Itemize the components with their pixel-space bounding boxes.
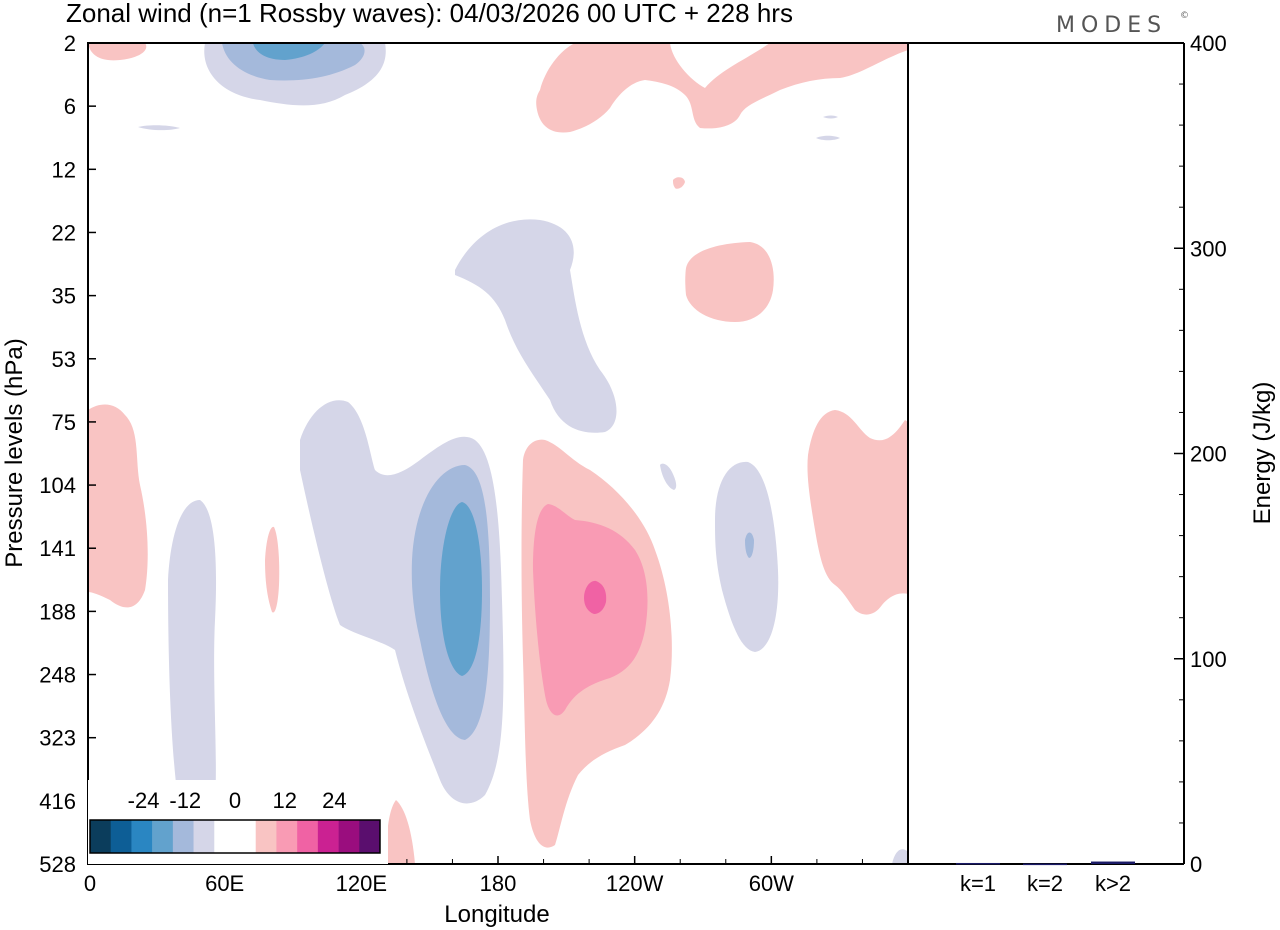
contour-pos-top-left xyxy=(88,43,147,61)
x-tick-label: 180 xyxy=(480,871,517,896)
contour-neg-right-column xyxy=(715,461,779,652)
energy-y-axis: 0 100 200 300 400 xyxy=(1174,31,1227,877)
energy-axis-label: Energy (J/kg) xyxy=(1249,382,1276,525)
colorbar-swatch xyxy=(235,820,257,853)
contour-pos-left-sliver xyxy=(265,526,280,613)
energy-bars xyxy=(956,861,1135,866)
y-tick-label: 75 xyxy=(52,410,76,435)
colorbar-swatch xyxy=(193,820,215,853)
y-tick-label: 53 xyxy=(52,347,76,372)
colorbar-swatch xyxy=(131,820,153,853)
colorbar-swatch xyxy=(110,820,132,853)
contour-neg-tiny-1 xyxy=(660,463,677,490)
y-tick-label: 141 xyxy=(39,536,76,561)
y-tick-label: 22 xyxy=(52,220,76,245)
contour-plot: 2 6 12 22 35 53 75 104 141 188 248 323 416 528 0 60E 12… xyxy=(1,31,909,928)
x-tick-label: 60W xyxy=(749,871,794,896)
contour-pos-right-upper xyxy=(685,242,774,322)
y-axis: 2 6 12 22 35 53 75 104 141 188 248 323 416 528 xyxy=(39,31,96,877)
contour-pos-bottom xyxy=(386,800,415,864)
y-tick-label: 188 xyxy=(39,599,76,624)
colorbar-label: 12 xyxy=(272,788,296,813)
brand-logo: MODES xyxy=(1056,13,1167,38)
colorbar: -24 -12 0 12 24 xyxy=(88,780,388,864)
contour-neg2-right-dot xyxy=(745,532,754,558)
x-tick-label: 120W xyxy=(606,871,664,896)
contour-neg-corner-br xyxy=(892,849,908,864)
colorbar-labels: -24 -12 0 12 24 xyxy=(128,788,347,813)
y-tick-label: 12 xyxy=(52,157,76,182)
colorbar-swatch xyxy=(152,820,174,853)
contour-pos-top-center xyxy=(536,43,908,133)
energy-bar xyxy=(1023,863,1067,866)
colorbar-swatch xyxy=(317,820,339,853)
x-axis: 0 60E 120E 180 120W 60W xyxy=(84,856,863,896)
y-tick-label: 416 xyxy=(39,789,76,814)
colorbar-swatch xyxy=(359,820,381,853)
contour-neg-left-column xyxy=(168,500,217,812)
y-tick-label: 323 xyxy=(39,726,76,751)
colorbar-label: 24 xyxy=(322,788,346,813)
colorbar-swatch xyxy=(214,820,236,853)
colorbar-swatch xyxy=(297,820,319,853)
contour-neg3-center xyxy=(440,502,482,676)
energy-y-tick-label: 0 xyxy=(1190,852,1202,877)
energy-x-tick-label: k>2 xyxy=(1095,871,1131,896)
colorbar-swatch xyxy=(255,820,277,853)
contour-fills xyxy=(88,43,908,864)
x-tick-label: 60E xyxy=(205,871,244,896)
contour-neg-tiny-2 xyxy=(816,135,840,141)
colorbar-label: -12 xyxy=(169,788,201,813)
energy-y-tick-label: 400 xyxy=(1190,31,1227,56)
energy-y-tick-label: 100 xyxy=(1190,647,1227,672)
energy-bar xyxy=(956,862,1000,865)
x-axis-label: Longitude xyxy=(444,901,549,928)
y-tick-label: 6 xyxy=(64,94,76,119)
contour-pos-left-edge xyxy=(88,404,148,608)
colorbar-swatches xyxy=(90,820,381,853)
brand-mark: © xyxy=(1180,11,1189,21)
y-axis-label: Pressure levels (hPa) xyxy=(1,338,28,567)
y-tick-label: 104 xyxy=(39,473,76,498)
contour-pos-right-edge xyxy=(807,410,908,615)
colorbar-swatch xyxy=(172,820,194,853)
colorbar-swatch xyxy=(276,820,298,853)
x-tick-label: 0 xyxy=(84,871,96,896)
contour-pos-small-dot xyxy=(673,177,685,189)
contour-neg-tiny-3 xyxy=(823,115,838,119)
colorbar-swatch xyxy=(90,820,112,853)
y-tick-label: 35 xyxy=(52,284,76,309)
energy-x-axis: k=1 k=2 k>2 xyxy=(960,871,1131,896)
contour-pos3-center xyxy=(584,580,607,614)
y-tick-label: 528 xyxy=(39,852,76,877)
x-tick-label: 120E xyxy=(336,871,387,896)
contour-neg-center-upper xyxy=(455,219,617,433)
contour-neg2-upper xyxy=(222,43,365,81)
energy-y-tick-label: 300 xyxy=(1190,236,1227,261)
colorbar-frame xyxy=(89,819,381,854)
chart-title: Zonal wind (n=1 Rossby waves): 04/03/202… xyxy=(66,0,793,28)
colorbar-label: -24 xyxy=(128,788,160,813)
energy-bar xyxy=(1091,861,1135,864)
energy-x-tick-label: k=2 xyxy=(1027,871,1063,896)
energy-y-tick-label: 200 xyxy=(1190,442,1227,467)
y-tick-label: 2 xyxy=(64,31,76,56)
contour-neg-small-streak xyxy=(138,125,180,131)
energy-panel: 0 100 200 300 400 k=1 k=2 k>2 Energy (J/kg) xyxy=(908,31,1276,896)
colorbar-label: 0 xyxy=(229,788,241,813)
contour-neg3-upper xyxy=(253,43,325,60)
colorbar-swatch xyxy=(338,820,360,853)
energy-x-tick-label: k=1 xyxy=(960,871,996,896)
y-tick-label: 248 xyxy=(39,663,76,688)
